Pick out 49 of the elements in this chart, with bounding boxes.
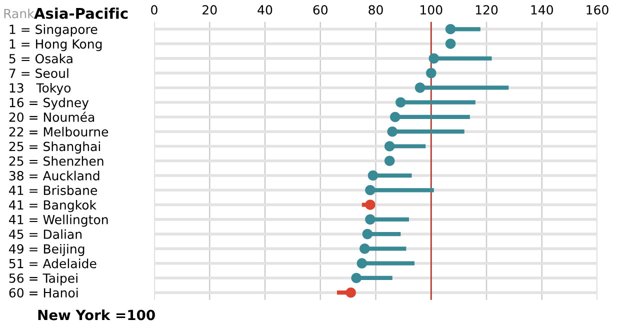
point — [351, 272, 362, 284]
x-tick-label: 20 — [202, 5, 217, 15]
point — [387, 126, 398, 137]
y-tick-label: 49 = Beijing — [9, 244, 84, 256]
point — [346, 287, 356, 298]
x-tick-label: 100 — [420, 5, 442, 15]
y-tick-label: 20 = Nouméa — [9, 112, 94, 122]
y-tick-label: 51 = Adelaide — [9, 258, 96, 268]
point — [390, 112, 400, 122]
x-tick-label: 0 — [151, 5, 158, 15]
point — [426, 68, 436, 78]
y-tick-label: 1 = Hong Kong — [10, 39, 102, 52]
point — [356, 258, 368, 268]
point — [445, 24, 456, 34]
y-tick-label: 38 = Auckland — [9, 170, 100, 180]
x-tick-label: 140 — [531, 5, 553, 15]
x-tick-label: 80 — [368, 5, 383, 15]
y-tick-label: 16 = Sydney — [10, 98, 89, 110]
y-tick-label: 13 Tokyo — [10, 82, 71, 96]
y-tick-label: 25 = Shanghai — [9, 141, 100, 154]
point — [365, 185, 376, 196]
point — [365, 214, 376, 225]
point — [384, 156, 395, 166]
y-tick-label: 22 = Melbourne — [9, 126, 108, 137]
y-tick-label: 5 = Osaka — [9, 54, 72, 64]
point — [445, 38, 456, 49]
y-tick-label: 25 = Shenzhen — [9, 156, 104, 166]
point — [360, 244, 370, 254]
y-tick-label: 60 = Hanoi — [9, 288, 78, 298]
text: Rank — [4, 8, 34, 18]
point — [414, 82, 426, 93]
text: New York =100 — [38, 310, 155, 320]
point — [428, 53, 440, 64]
point — [368, 170, 378, 181]
y-tick-label: 41 = Brisbane — [9, 185, 97, 196]
x-tick-label: 120 — [476, 5, 498, 15]
x-tick-label: 160 — [586, 5, 608, 15]
point — [362, 228, 373, 240]
chart-title: Asia-Pacific — [34, 8, 128, 19]
x-tick-label: 40 — [258, 5, 272, 15]
y-tick-label: 1 = Singapore — [10, 24, 98, 37]
x-tick-label: 60 — [313, 5, 328, 15]
y-tick-label: 56 = Taipei — [9, 273, 78, 286]
point — [384, 141, 395, 152]
point — [396, 97, 406, 108]
y-tick-label: 7 = Seoul — [9, 68, 68, 78]
y-tick-label: 41 = Wellington — [9, 214, 108, 227]
y-tick-label: 45 = Dalian — [9, 229, 82, 239]
y-tick-label: 41 = Bangkok — [9, 200, 96, 212]
